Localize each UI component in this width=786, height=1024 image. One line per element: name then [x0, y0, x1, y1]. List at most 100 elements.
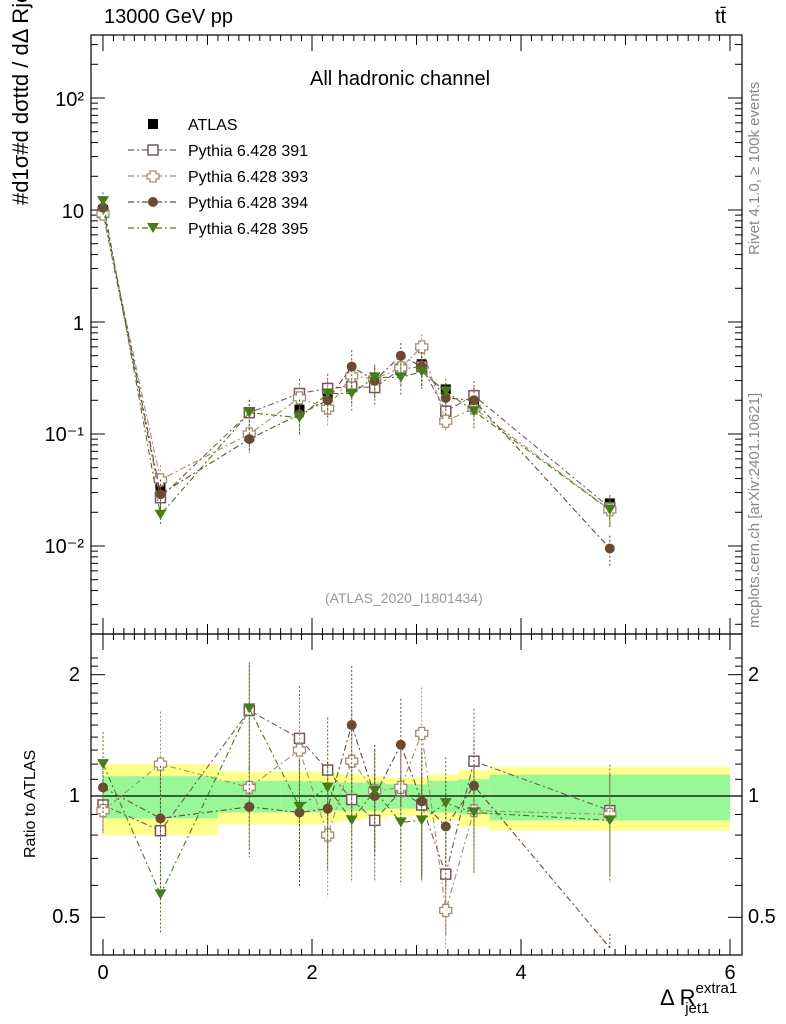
mc-data-point	[98, 202, 108, 213]
mc-data-point	[97, 196, 109, 207]
ratio-tick-right-1: 1	[748, 785, 759, 807]
main-axis-ticks	[91, 44, 742, 625]
ratio-series-line	[102, 723, 611, 949]
mc-data-point	[345, 388, 358, 399]
ratio-point	[439, 903, 453, 918]
energy-label: 13000 GeV pp	[104, 6, 233, 28]
mc-data-point	[415, 366, 428, 377]
mc-data-point	[467, 406, 480, 417]
x-tick-label-0: 0	[97, 962, 108, 984]
x-tick-label-6: 6	[724, 962, 735, 984]
mc-data-point	[604, 543, 615, 554]
legend-marker-atlas	[148, 119, 158, 129]
ratio-series-group	[96, 662, 617, 949]
x-tick-label-4: 4	[515, 962, 526, 984]
ratio-point	[153, 757, 168, 771]
main-series-line	[102, 213, 611, 511]
mc-data-point	[395, 350, 406, 361]
ratio-point	[346, 720, 357, 731]
y-tick-label-1e-2: 10⁻²	[45, 536, 85, 558]
mcplots-source-label: mcplots.cern.ch [arXiv:2401.10621]	[746, 392, 763, 628]
y-tick-label-1: 1	[73, 313, 84, 335]
rivet-version-label: Rivet 4.1.0, ≥ 100k events	[746, 81, 763, 255]
ratio-point	[439, 798, 452, 809]
ratio-series-line	[102, 707, 610, 896]
legend-marker-394	[148, 197, 158, 207]
analysis-watermark: (ATLAS_2020_I1801434)	[325, 590, 483, 606]
ratio-band-inner	[103, 776, 114, 819]
ratio-band-inner	[113, 776, 218, 819]
ratio-point	[97, 759, 109, 770]
main-series-group	[96, 192, 617, 566]
mc-data-point	[243, 407, 256, 418]
ratio-point	[293, 801, 306, 812]
legend-label-394: Pythia 6.428 394	[188, 195, 308, 212]
ratio-point	[242, 780, 256, 795]
y-tick-label-10: 10	[62, 201, 84, 223]
legend-label-395: Pythia 6.428 395	[188, 221, 308, 238]
ratio-point	[415, 815, 428, 826]
mc-data-point	[322, 395, 333, 406]
mc-data-point	[440, 392, 451, 403]
mc-data-point	[155, 489, 166, 500]
ratio-point	[322, 803, 333, 814]
ratio-tick-left-0.5: 0.5	[52, 906, 80, 928]
x-tick-label-2: 2	[306, 962, 317, 984]
ratio-point	[98, 782, 108, 793]
ratio-point	[96, 803, 110, 818]
mc-data-point	[292, 391, 307, 405]
ratio-point	[467, 807, 480, 818]
main-series-line	[102, 212, 611, 509]
ratio-point	[416, 796, 427, 807]
ratio-point	[395, 739, 406, 750]
ratio-point	[603, 815, 616, 826]
x-axis-label: Δ Rextra1 jet1	[660, 980, 761, 1017]
mc-data-point	[368, 372, 381, 383]
legend-label-391: Pythia 6.428 391	[188, 143, 308, 160]
ratio-point	[244, 801, 255, 812]
process-label: tt̄	[715, 6, 727, 28]
ratio-point	[292, 743, 307, 757]
ratio-point	[155, 813, 166, 824]
ratio-point	[345, 815, 358, 826]
y-tick-label-100: 10²	[55, 89, 84, 111]
channel-title: All hadronic channel	[310, 68, 491, 90]
ratio-tick-right-2: 2	[748, 664, 759, 686]
ratio-tick-left-2: 2	[69, 664, 80, 686]
ratio-point	[368, 785, 381, 796]
x-axis-ticks	[102, 35, 731, 955]
legend-marker-395	[147, 223, 159, 233]
mc-data-point	[439, 386, 452, 397]
ratio-point	[154, 889, 167, 900]
mc-data-point	[439, 414, 453, 428]
ratio-point	[345, 754, 359, 768]
legend: ATLAS Pythia 6.428 391 Pythia 6.428 393 …	[128, 117, 308, 238]
legend-label-atlas: ATLAS	[188, 117, 238, 134]
mc-data-point	[603, 504, 616, 515]
mc-data-point	[154, 509, 167, 520]
y-tick-label-1e-1: 10⁻¹	[45, 424, 85, 446]
main-series-line	[102, 201, 611, 517]
ratio-point	[243, 703, 256, 714]
ratio-axis-ticks	[91, 657, 742, 918]
x-axis-label-sup: extra1	[695, 980, 738, 997]
ratio-series-line	[102, 709, 611, 877]
ratio-y-axis-label: Ratio to ATLAS	[22, 749, 39, 858]
ratio-tick-right-0.5: 0.5	[748, 906, 776, 928]
ratio-point	[415, 726, 429, 741]
mc-data-point	[321, 388, 334, 399]
mc-data-point	[394, 372, 407, 383]
mc-data-point	[293, 412, 306, 423]
legend-marker-391	[147, 144, 159, 156]
mc-data-point	[415, 340, 429, 354]
main-series-line	[102, 207, 611, 549]
legend-marker-393	[146, 170, 160, 183]
ratio-point	[321, 782, 334, 793]
ratio-tick-left-1: 1	[69, 785, 80, 807]
legend-label-393: Pythia 6.428 393	[188, 169, 308, 186]
ratio-series-line	[102, 733, 610, 911]
mc-data-point	[244, 434, 255, 445]
x-axis-label-sub: jet1	[685, 1000, 710, 1017]
main-y-axis-label: #d1σ#d dσttd / dΔ Rjet1extra1	[8, 0, 33, 205]
